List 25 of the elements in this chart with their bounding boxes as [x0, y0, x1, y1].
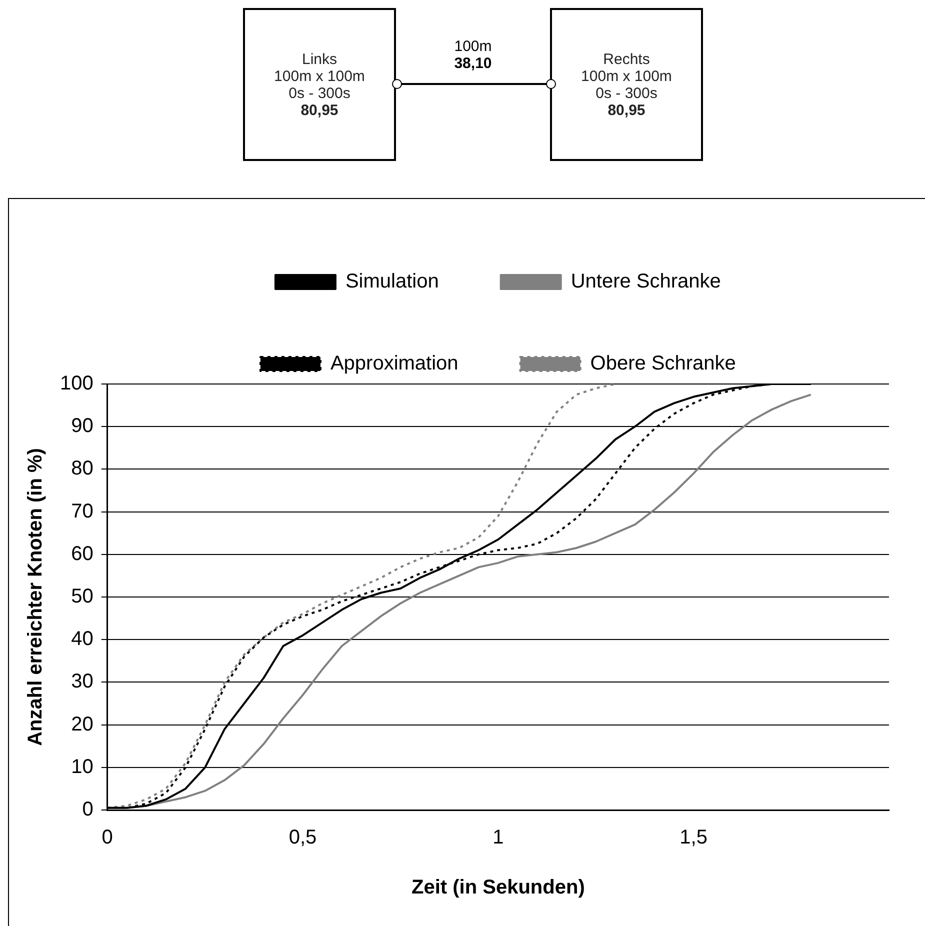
y-axis-title: Anzahl erreichter Knoten (in %) — [24, 448, 47, 746]
y-tick-label: 70 — [71, 500, 94, 522]
legend-label: Simulation — [345, 270, 439, 293]
y-tick-label: 0 — [82, 798, 94, 821]
x-tick-label: 1,5 — [680, 826, 708, 849]
x-tick-label: 0,5 — [288, 826, 317, 849]
x-axis-title: Zeit (in Sekunden) — [412, 876, 585, 899]
legend-label: Approximation — [330, 352, 458, 375]
x-tick-label: 0 — [102, 826, 113, 849]
y-tick-label: 30 — [71, 670, 94, 693]
y-tick-label: 50 — [71, 586, 94, 608]
text: 100m — [453, 38, 493, 55]
legend-label: Obere Schranke — [590, 352, 736, 375]
left-square: Links 100m x 100m 0s - 300s 80,95 — [243, 8, 396, 161]
y-tick-label: 80 — [71, 458, 94, 480]
y-tick-label: 60 — [71, 542, 94, 565]
right-square: Rechts 100m x 100m 0s - 300s 80,95 — [550, 8, 703, 161]
y-tick-label: 20 — [71, 713, 94, 736]
legend-label: Untere Schranke — [570, 270, 721, 293]
y-tick-label: 40 — [71, 628, 94, 650]
y-tick-label: 10 — [71, 756, 94, 778]
y-tick-label: 90 — [71, 415, 94, 438]
y-tick-label: 100 — [60, 372, 94, 395]
x-tick-label: 1 — [492, 826, 504, 849]
text: 38,10 — [453, 55, 493, 72]
